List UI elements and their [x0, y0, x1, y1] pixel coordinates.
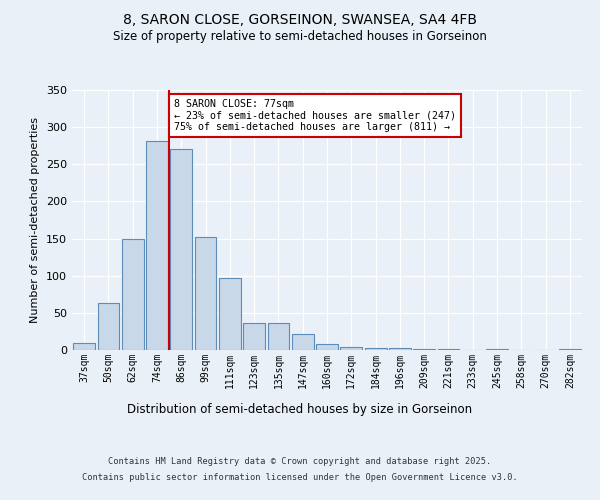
Bar	[292, 334, 314, 350]
Bar	[340, 347, 362, 350]
Bar	[73, 342, 95, 350]
Text: Size of property relative to semi-detached houses in Gorseinon: Size of property relative to semi-detach…	[113, 30, 487, 43]
Text: 8, SARON CLOSE, GORSEINON, SWANSEA, SA4 4FB: 8, SARON CLOSE, GORSEINON, SWANSEA, SA4 …	[123, 12, 477, 26]
Bar	[559, 348, 581, 350]
Bar	[316, 344, 338, 350]
Bar	[122, 240, 143, 350]
Bar	[219, 278, 241, 350]
Bar	[268, 322, 289, 350]
Bar	[389, 348, 411, 350]
Bar	[365, 348, 386, 350]
Bar	[146, 142, 168, 350]
Bar	[97, 303, 119, 350]
Bar	[194, 237, 217, 350]
Text: 8 SARON CLOSE: 77sqm
← 23% of semi-detached houses are smaller (247)
75% of semi: 8 SARON CLOSE: 77sqm ← 23% of semi-detac…	[174, 99, 456, 132]
Bar	[413, 348, 435, 350]
Y-axis label: Number of semi-detached properties: Number of semi-detached properties	[31, 117, 40, 323]
Text: Contains HM Land Registry data © Crown copyright and database right 2025.: Contains HM Land Registry data © Crown c…	[109, 458, 491, 466]
Bar	[170, 148, 192, 350]
Text: Contains public sector information licensed under the Open Government Licence v3: Contains public sector information licen…	[82, 472, 518, 482]
Text: Distribution of semi-detached houses by size in Gorseinon: Distribution of semi-detached houses by …	[127, 402, 473, 415]
Bar	[243, 322, 265, 350]
